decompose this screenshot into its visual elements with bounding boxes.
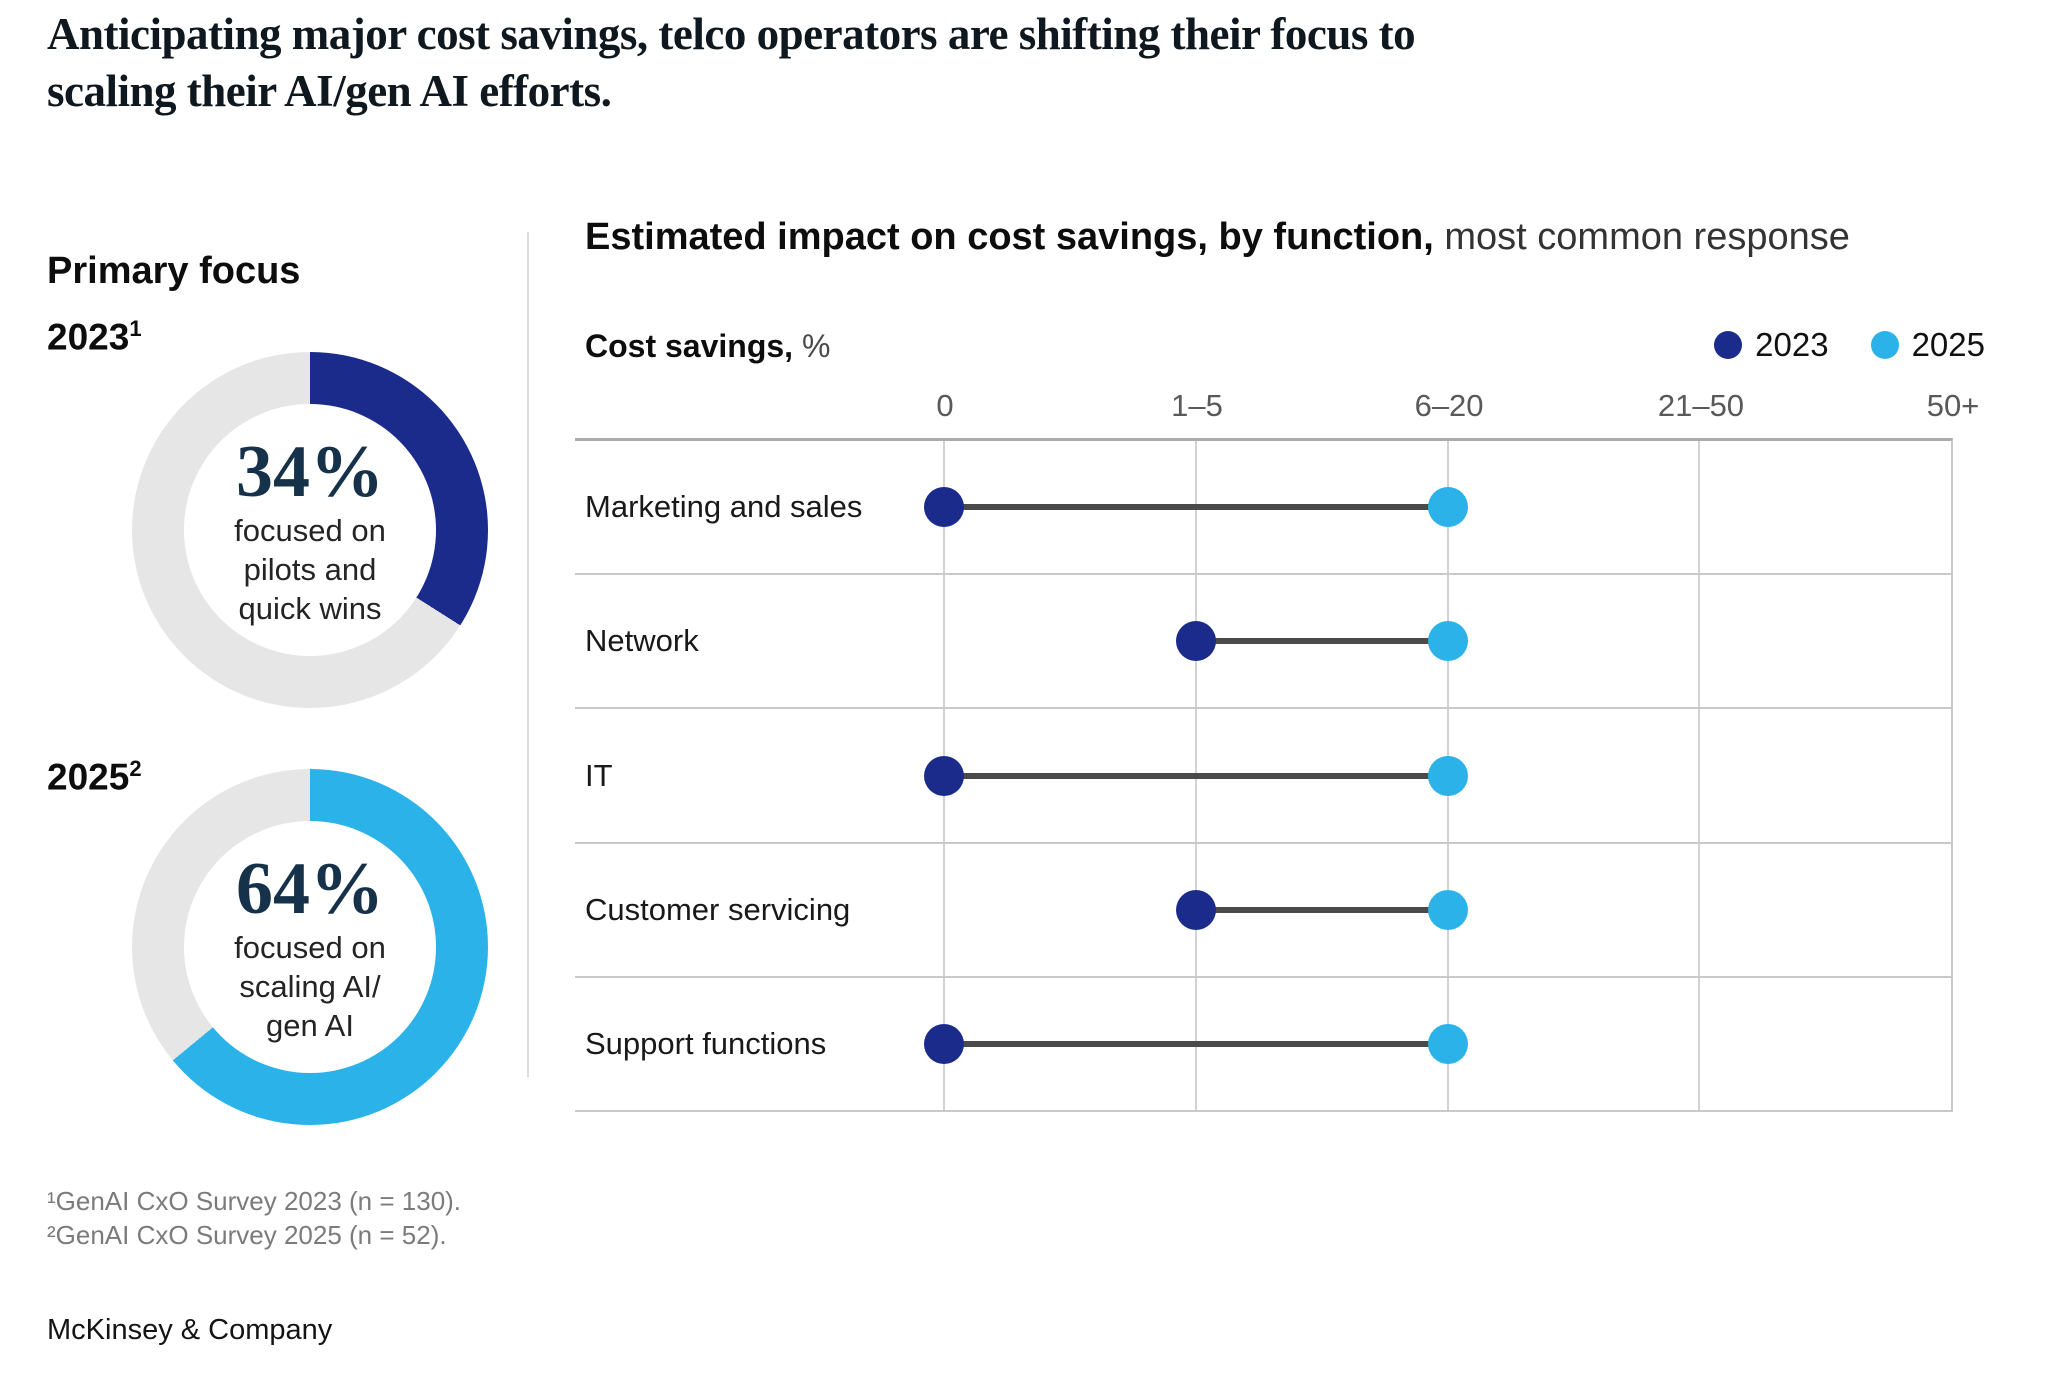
column-headers: 0 1–5 6–20 21–50 50+ [575,388,1979,430]
year-text: 2023 [47,316,130,358]
col-label-50plus: 50+ [1926,388,1980,423]
chart-row: Support functions [575,975,1951,1110]
chart-row: Customer servicing [575,841,1951,976]
dot-2023 [924,487,965,528]
vertical-gridline [1698,441,1701,1110]
title-line-1: Anticipating major cost savings, telco o… [47,9,1416,59]
legend: 2023 2025 [1400,326,1985,364]
row-label: Marketing and sales [585,489,863,525]
donut-2025-year-label: 20252 [47,756,142,798]
donut-chart-2025: 64% focused on scaling AI/ gen AI [132,769,488,1125]
donut-2023-center-value: 34% [236,430,384,513]
row-label: Customer servicing [585,891,851,927]
legend-label-2023: 2023 [1755,326,1829,363]
legend-item-2025: 2025 [1870,326,1985,364]
page-title: Anticipating major cost savings, telco o… [47,6,1416,120]
donut-hole: 64% focused on scaling AI/ gen AI [184,821,436,1073]
title-line-2: scaling their AI/gen AI efforts. [47,66,612,116]
dumbbell-connector [944,1040,1448,1047]
source-wordmark: McKinsey & Company [47,1314,333,1346]
donut-caption-line: pilots and [243,551,377,587]
legend-label-2025: 2025 [1911,326,1985,363]
dot-2023 [924,755,965,796]
axis-title-bold: Cost savings, [585,328,794,364]
dot-2025 [1427,487,1468,528]
dot-2023 [924,1023,965,1064]
donut-2025-center-value: 64% [236,847,384,930]
row-label: Support functions [585,1025,827,1061]
footnote-1: ¹GenAI CxO Survey 2023 (n = 130). [47,1186,462,1216]
year-text: 2025 [47,756,130,798]
legend-dot-2025 [1870,331,1899,359]
chart-heading: Estimated impact on cost savings, by fun… [585,216,1850,259]
donut-2023-year-label: 20231 [47,316,142,358]
dot-2025 [1427,755,1468,796]
dumbbell-connector [944,772,1448,779]
donut-hole: 34% focused on pilots and quick wins [184,404,436,656]
donut-caption-line: scaling AI/ [239,968,381,1004]
col-label-0: 0 [936,388,954,423]
col-label-6-20: 6–20 [1414,388,1484,423]
dot-2023 [1176,889,1217,930]
legend-dot-2023 [1714,331,1743,359]
section-divider [527,232,529,1077]
footnotes: ¹GenAI CxO Survey 2023 (n = 130). ²GenAI… [47,1184,461,1252]
row-label: IT [585,757,613,793]
col-label-21-50: 21–50 [1657,388,1745,423]
primary-focus-heading: Primary focus [47,249,301,292]
row-label: Network [585,623,699,659]
dot-2023 [1176,621,1217,662]
dumbbell-connector [1196,906,1448,913]
dot-2025 [1427,621,1468,662]
footnote-marker: 2 [129,756,142,781]
chart-row: Network [575,573,1951,707]
footnote-2: ²GenAI CxO Survey 2025 (n = 52). [47,1220,447,1250]
dumbbell-plot: Marketing and sales Network IT Customer … [575,438,1953,1112]
dumbbell-connector [1196,638,1448,645]
axis-title-unit: % [801,328,831,364]
donut-caption-line: focused on [234,512,386,548]
donut-chart-2023: 34% focused on pilots and quick wins [132,352,488,708]
donut-caption-line: gen AI [266,1007,354,1043]
footnote-marker: 1 [129,316,142,341]
axis-title: Cost savings, % [585,328,830,365]
chart-heading-sub: most common response [1444,216,1850,258]
col-label-1-5: 1–5 [1171,388,1223,423]
chart-heading-bold: Estimated impact on cost savings, by fun… [585,216,1434,258]
dot-2025 [1427,1023,1468,1064]
donut-caption-line: quick wins [238,590,382,626]
donut-caption-line: focused on [234,929,386,965]
legend-item-2023: 2023 [1714,326,1829,364]
chart-row: Marketing and sales [575,441,1951,573]
dot-2025 [1427,889,1468,930]
dumbbell-connector [944,504,1448,511]
chart-row: IT [575,707,1951,841]
